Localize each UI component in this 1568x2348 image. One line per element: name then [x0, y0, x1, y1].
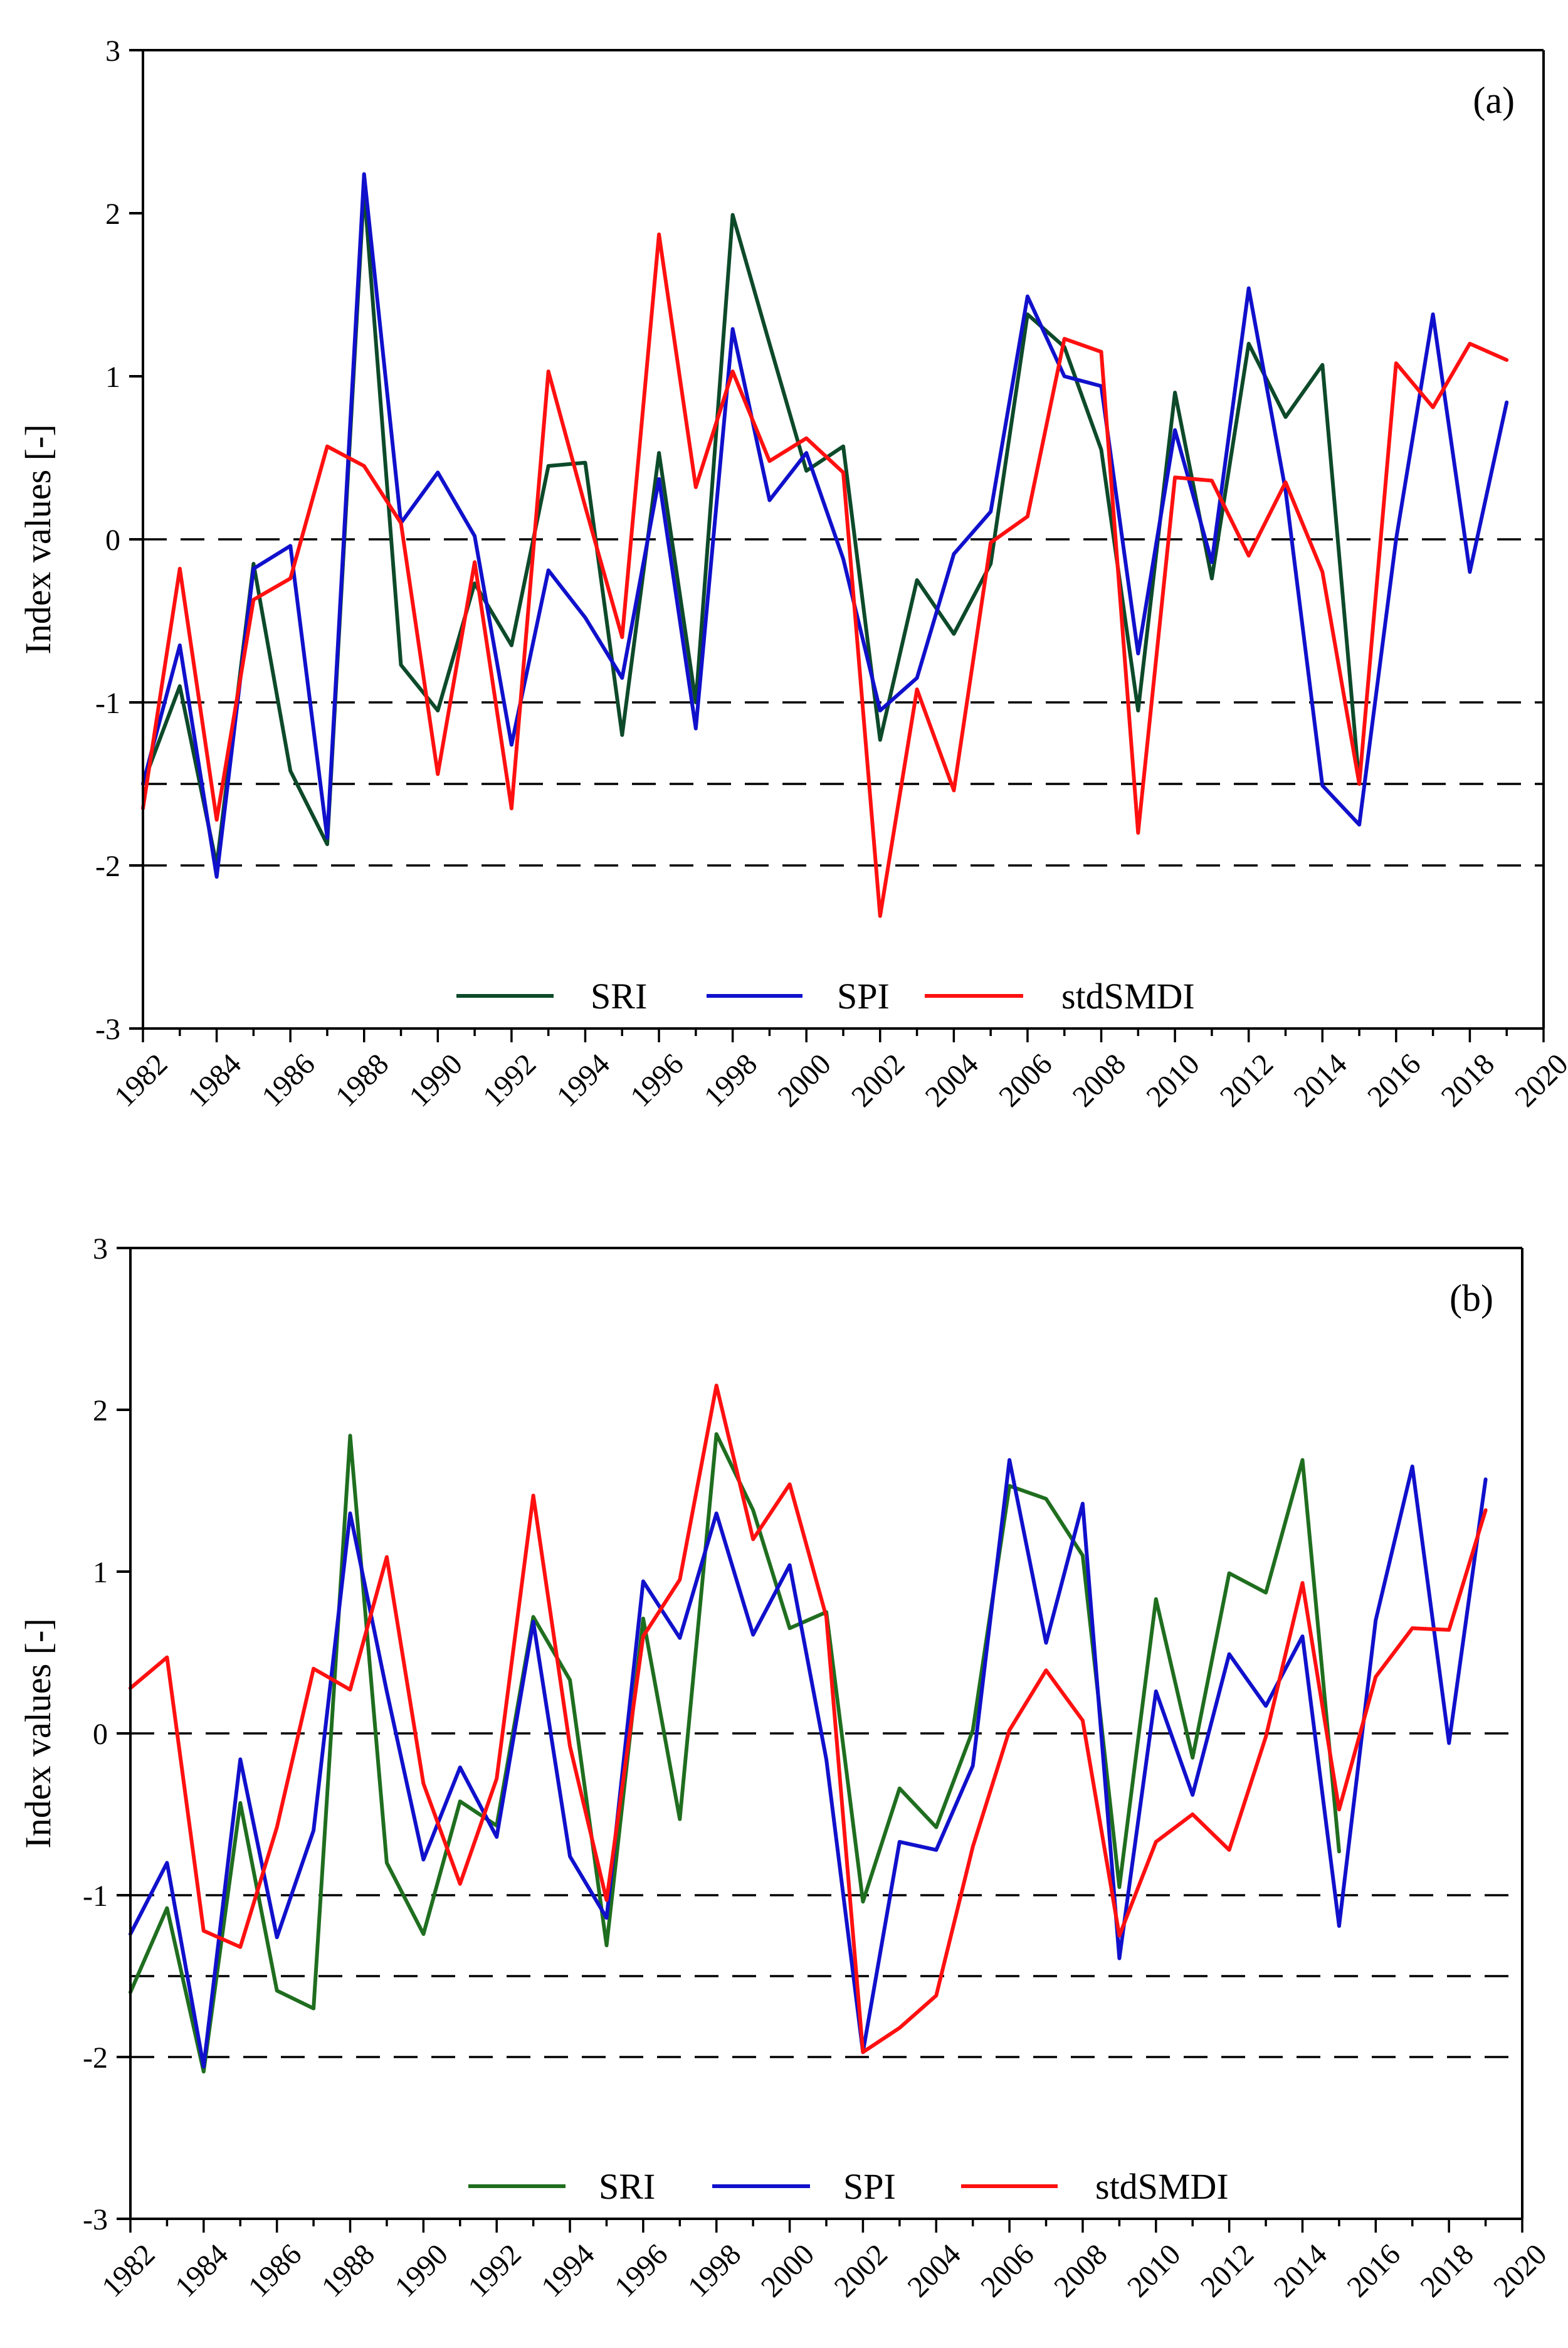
x-tick-label: 2018 [1414, 2238, 1480, 2303]
y-tick-label: 3 [93, 1232, 108, 1266]
x-tick-label: 2004 [901, 2238, 967, 2303]
x-tick-label: 1990 [389, 2238, 455, 2303]
x-tick-label: 1984 [182, 1047, 248, 1113]
series-line-stdsmdi [141, 232, 1509, 918]
x-tick-label: 2016 [1361, 1047, 1427, 1113]
legend-label-sri: SRI [599, 2166, 655, 2207]
x-tick-label: 1986 [242, 2238, 308, 2303]
x-tick-label: 2002 [845, 1047, 911, 1113]
x-tick-label: 2014 [1287, 1047, 1353, 1113]
y-tick-label: 1 [93, 1556, 108, 1589]
x-tick-label: 2002 [828, 2238, 894, 2303]
x-tick-label: 2020 [1487, 2238, 1553, 2303]
series-line-spi [141, 172, 1509, 879]
legend-label-stdsmdi: stdSMDI [1095, 2166, 1229, 2207]
x-tick-label: 2010 [1140, 1047, 1206, 1113]
y-tick-label: -3 [83, 2203, 108, 2236]
x-tick-label: 1984 [169, 2238, 234, 2303]
x-tick-label: 1986 [255, 1047, 321, 1113]
x-tick-label: 2014 [1268, 2238, 1334, 2303]
x-tick-label: 1994 [550, 1047, 616, 1113]
y-tick-label: -3 [95, 1013, 120, 1046]
y-tick-label: 3 [105, 34, 120, 68]
x-tick-label: 1992 [461, 2238, 527, 2303]
x-tick-label: 2012 [1214, 1047, 1280, 1113]
x-tick-label: 2004 [919, 1047, 985, 1113]
y-tick-label: 0 [93, 1718, 108, 1751]
y-tick-label: -1 [95, 687, 120, 720]
series-line-sri [141, 187, 1362, 867]
x-tick-label: 2006 [992, 1047, 1058, 1113]
x-tick-label: 2020 [1508, 1047, 1568, 1113]
x-tick-label: 2010 [1121, 2238, 1187, 2303]
series-line-spi [129, 1458, 1488, 2069]
series-line-sri [129, 1432, 1341, 2074]
x-tick-label: 1982 [108, 1047, 174, 1113]
y-tick-label: -2 [83, 2041, 108, 2075]
x-tick-label: 1992 [476, 1047, 542, 1113]
y-tick-label: 2 [105, 198, 120, 231]
legend-label-spi: SPI [843, 2166, 896, 2207]
x-tick-label: 2008 [1066, 1047, 1132, 1113]
x-tick-label: 2018 [1435, 1047, 1501, 1113]
series-line-stdsmdi [129, 1383, 1488, 2054]
x-tick-label: 2000 [771, 1047, 837, 1113]
x-tick-label: 2008 [1048, 2238, 1113, 2303]
y-tick-label: -1 [83, 1880, 108, 1913]
legend-label-sri: SRI [591, 976, 647, 1017]
x-tick-label: 1996 [608, 2238, 674, 2303]
x-tick-label: 1988 [329, 1047, 395, 1113]
x-tick-label: 2006 [974, 2238, 1040, 2303]
y-tick-label: -2 [95, 850, 120, 883]
x-tick-label: 2016 [1340, 2238, 1406, 2303]
x-tick-label: 1982 [95, 2238, 161, 2303]
x-tick-label: 1996 [624, 1047, 690, 1113]
x-tick-label: 2000 [755, 2238, 821, 2303]
panel-label: (b) [1450, 1277, 1493, 1319]
y-tick-label: 0 [105, 524, 120, 557]
x-tick-label: 1998 [698, 1047, 764, 1113]
x-tick-label: 2012 [1194, 2238, 1260, 2303]
x-tick-label: 1998 [681, 2238, 747, 2303]
y-axis-title: Index values [-] [18, 1618, 58, 1848]
y-axis-title: Index values [-] [18, 424, 58, 654]
x-tick-label: 1994 [535, 2238, 601, 2303]
x-tick-label: 1990 [403, 1047, 468, 1113]
y-tick-label: 1 [105, 361, 120, 394]
x-tick-label: 1988 [315, 2238, 381, 2303]
legend-label-spi: SPI [837, 976, 890, 1017]
legend-label-stdsmdi: stdSMDI [1061, 976, 1195, 1017]
panel-label: (a) [1473, 80, 1515, 121]
y-tick-label: 2 [93, 1394, 108, 1427]
